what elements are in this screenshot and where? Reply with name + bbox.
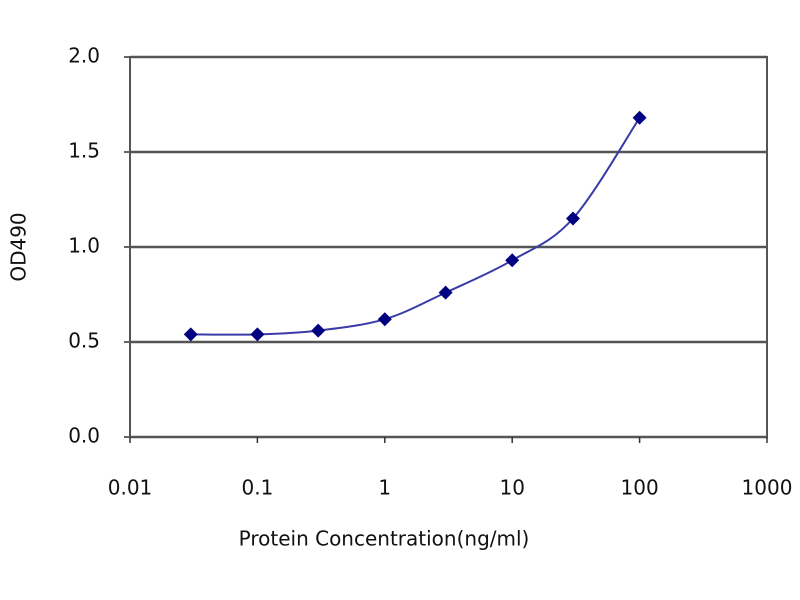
data-point [505, 253, 520, 268]
y-tick-label: 0.5 [68, 329, 100, 353]
x-tick-label: 0.01 [108, 476, 153, 500]
y-tick-label: 2.0 [68, 44, 100, 68]
data-point [183, 327, 198, 342]
series-line [190, 117, 641, 336]
data-point [438, 285, 453, 300]
x-tick-label: 10 [499, 476, 524, 500]
data-point [565, 211, 580, 226]
data-point [311, 323, 326, 338]
x-axis-label: Protein Concentration(ng/ml) [239, 527, 530, 551]
plot-border [129, 56, 768, 438]
x-tick-label: 0.1 [241, 476, 273, 500]
data-point [250, 327, 265, 342]
data-point [377, 312, 392, 327]
y-tick-label: 0.0 [68, 424, 100, 448]
y-tick-label: 1.5 [68, 139, 100, 163]
x-tick-label: 1 [378, 476, 391, 500]
x-tick-label: 100 [621, 476, 659, 500]
y-axis-label: OD490 [7, 212, 31, 281]
data-point [632, 110, 647, 125]
x-tick-label: 1000 [742, 476, 793, 500]
y-tick-label: 1.0 [68, 234, 100, 258]
